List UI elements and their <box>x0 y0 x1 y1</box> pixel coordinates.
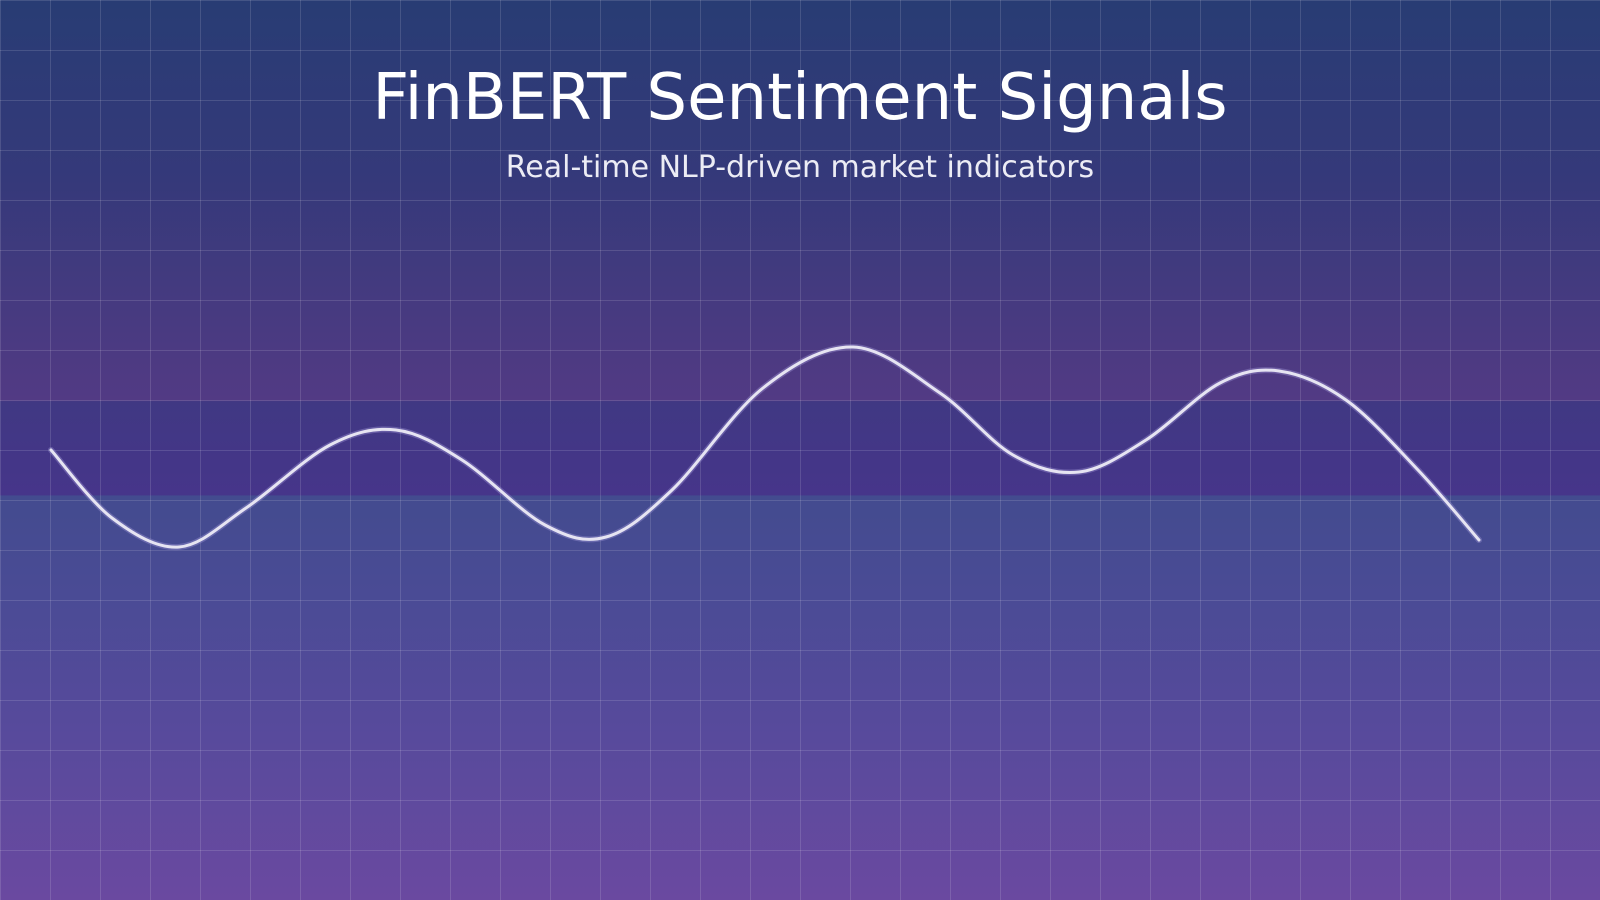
page-title: FinBERT Sentiment Signals <box>372 61 1228 135</box>
sentiment-wave-glow <box>48 343 1482 551</box>
page-subtitle: Real-time NLP-driven market indicators <box>505 150 1095 185</box>
sentiment-wave-line <box>49 345 1481 549</box>
